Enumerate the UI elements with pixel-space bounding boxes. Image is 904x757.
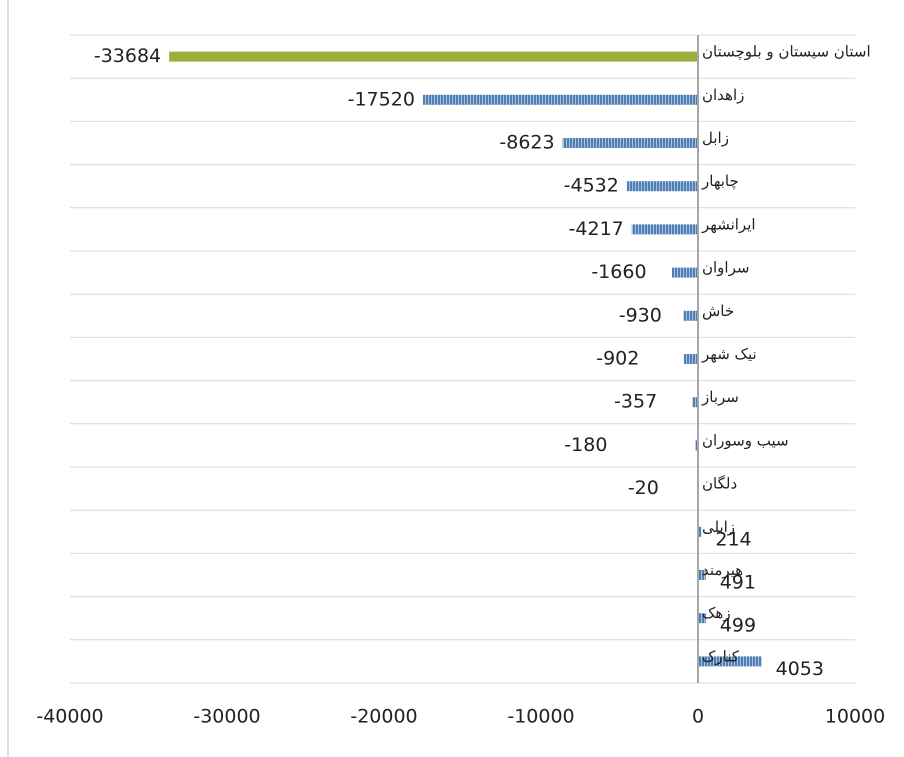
bar bbox=[695, 440, 698, 451]
bar bbox=[698, 613, 706, 624]
category-label: زاهدان bbox=[702, 86, 744, 104]
category-label: چابهار bbox=[701, 172, 739, 190]
bar bbox=[562, 138, 698, 148]
category-label: ایرانشهر bbox=[701, 215, 756, 233]
x-tick-label: -30000 bbox=[193, 706, 260, 728]
category-label: استان سیستان و بلوچستان bbox=[702, 43, 871, 61]
bar bbox=[683, 310, 698, 321]
value-label: -180 bbox=[564, 434, 607, 456]
x-tick-label: -10000 bbox=[507, 706, 574, 728]
category-label: سرباز bbox=[701, 388, 739, 406]
bar bbox=[422, 94, 698, 105]
value-label: -4532 bbox=[564, 175, 619, 197]
category-label: دلگان bbox=[702, 475, 737, 493]
value-label: -33684 bbox=[94, 45, 161, 67]
x-tick-label: -40000 bbox=[36, 706, 103, 728]
bar bbox=[626, 181, 698, 192]
bar bbox=[698, 570, 706, 580]
category-label: نیک شهر bbox=[701, 345, 757, 363]
category-label: زابلی bbox=[702, 518, 735, 536]
value-label: -930 bbox=[619, 304, 662, 326]
value-label: -17520 bbox=[348, 88, 415, 110]
bar bbox=[692, 397, 698, 408]
bar bbox=[698, 656, 762, 667]
bar bbox=[169, 51, 698, 62]
value-label: 4053 bbox=[776, 658, 824, 680]
category-label: زابل bbox=[702, 129, 729, 147]
category-label: زهک bbox=[702, 604, 731, 622]
value-label: -20 bbox=[628, 477, 659, 499]
bar bbox=[683, 354, 698, 364]
category-label: سراوان bbox=[702, 259, 749, 277]
category-label: کنارک bbox=[702, 647, 740, 665]
value-label: -1660 bbox=[591, 261, 646, 283]
value-label: 499 bbox=[720, 615, 756, 637]
x-tick-label: -20000 bbox=[350, 706, 417, 728]
category-label: سیب وسوران bbox=[702, 431, 789, 449]
bar bbox=[631, 224, 698, 235]
value-label: -4217 bbox=[569, 218, 624, 240]
value-label: -357 bbox=[614, 391, 657, 413]
value-label: 491 bbox=[720, 572, 756, 594]
value-label: -8623 bbox=[499, 132, 554, 154]
value-label: -902 bbox=[596, 348, 639, 370]
bar bbox=[698, 526, 702, 537]
category-label: هیرمند bbox=[702, 561, 743, 579]
value-label: 214 bbox=[715, 528, 751, 550]
category-label: خاش bbox=[702, 302, 734, 320]
x-tick-label: 0 bbox=[692, 706, 704, 728]
bar bbox=[671, 267, 698, 278]
x-tick-label: 10000 bbox=[825, 706, 885, 728]
